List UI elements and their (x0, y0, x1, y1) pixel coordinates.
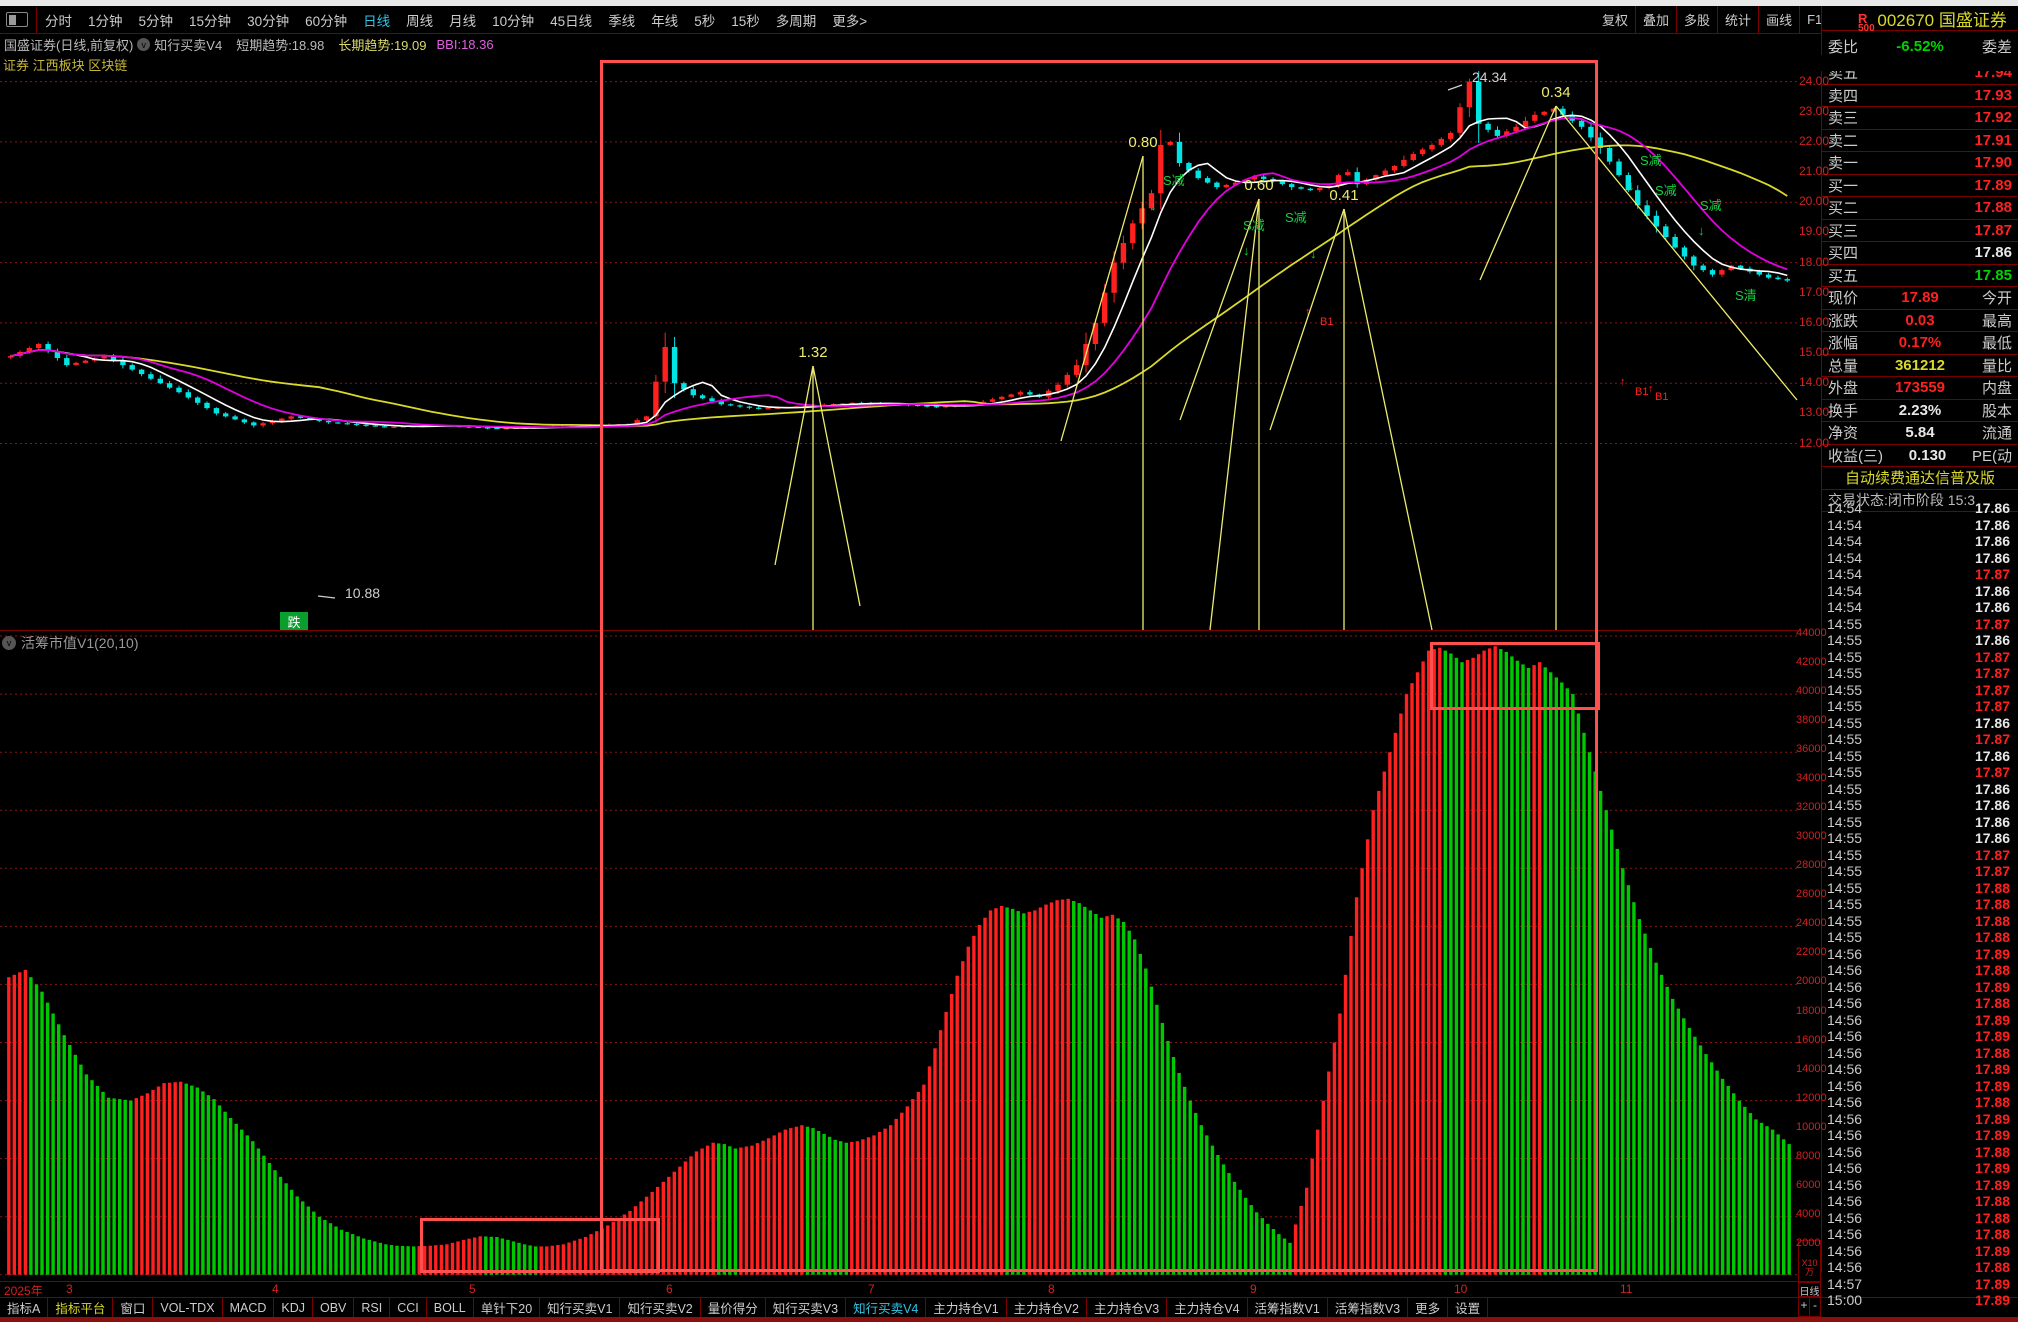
svg-text:S减: S减 (1640, 153, 1662, 168)
svg-text:S减: S减 (1655, 183, 1677, 198)
svg-text:B1: B1 (1655, 391, 1668, 403)
svg-text:↓: ↓ (1628, 178, 1635, 193)
svg-text:↓: ↓ (1698, 223, 1705, 238)
svg-text:↑: ↑ (1648, 383, 1654, 395)
svg-text:跌: 跌 (287, 615, 300, 630)
svg-text:S减: S减 (1700, 198, 1722, 213)
svg-text:↑: ↑ (1620, 376, 1626, 388)
svg-text:S清: S清 (1735, 288, 1757, 303)
svg-text:B1: B1 (1635, 386, 1648, 398)
svg-text:10.88: 10.88 (345, 585, 380, 601)
